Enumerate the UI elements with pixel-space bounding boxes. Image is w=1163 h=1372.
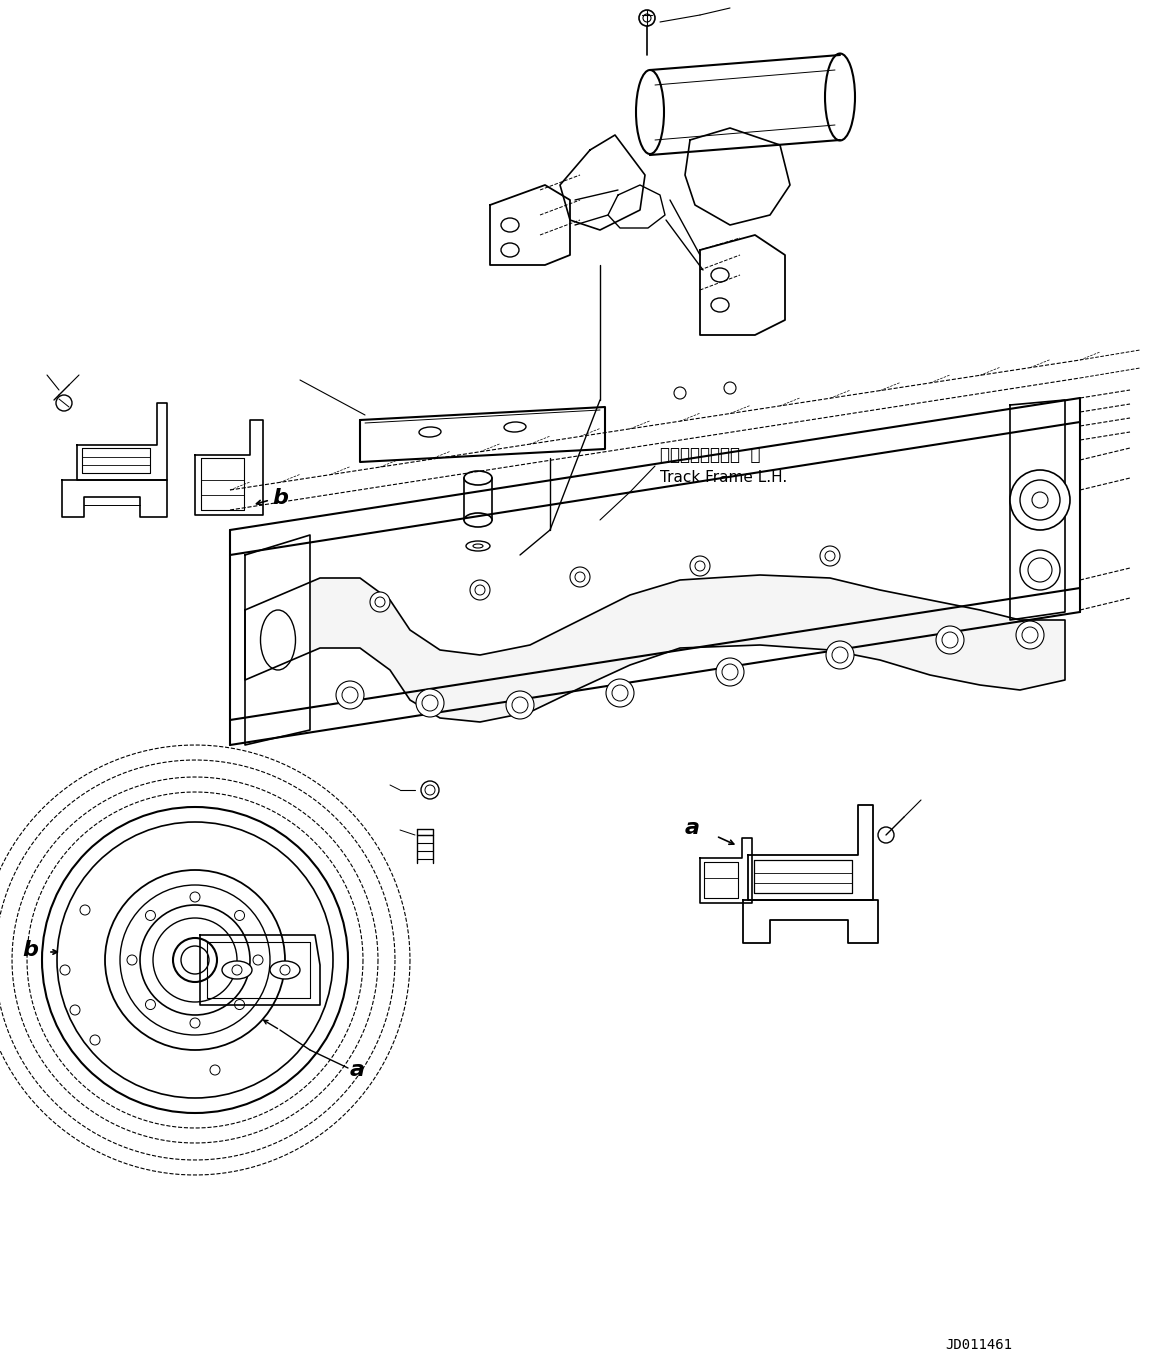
Ellipse shape (464, 471, 492, 484)
Circle shape (820, 546, 840, 567)
Circle shape (254, 955, 263, 965)
Polygon shape (704, 862, 739, 899)
Circle shape (145, 1000, 156, 1010)
Text: b: b (22, 940, 38, 960)
Circle shape (675, 387, 686, 399)
Text: a: a (350, 1061, 365, 1080)
Circle shape (716, 659, 744, 686)
Polygon shape (700, 235, 785, 335)
Ellipse shape (466, 541, 490, 552)
Circle shape (105, 870, 285, 1050)
Text: JD011461: JD011461 (946, 1338, 1012, 1351)
Circle shape (56, 395, 72, 412)
Circle shape (1009, 471, 1070, 530)
Circle shape (506, 691, 534, 719)
Text: トラックフレーム  左: トラックフレーム 左 (659, 446, 761, 464)
Polygon shape (195, 420, 263, 514)
Circle shape (235, 911, 244, 921)
Ellipse shape (464, 513, 492, 527)
Circle shape (826, 641, 854, 670)
Ellipse shape (222, 960, 252, 980)
Polygon shape (608, 185, 665, 228)
Text: Track Frame L.H.: Track Frame L.H. (659, 471, 787, 486)
Polygon shape (361, 407, 605, 462)
Ellipse shape (419, 427, 441, 438)
Circle shape (690, 556, 709, 576)
Circle shape (145, 911, 156, 921)
Polygon shape (561, 134, 645, 230)
Circle shape (470, 580, 490, 600)
Circle shape (1016, 622, 1044, 649)
Polygon shape (83, 449, 150, 473)
Polygon shape (245, 535, 311, 745)
Polygon shape (700, 838, 752, 903)
Polygon shape (200, 934, 320, 1006)
Circle shape (570, 567, 590, 587)
Ellipse shape (270, 960, 300, 980)
Circle shape (140, 906, 250, 1015)
Ellipse shape (636, 70, 664, 154)
Ellipse shape (504, 423, 526, 432)
Polygon shape (743, 900, 878, 943)
Circle shape (1020, 550, 1059, 590)
Polygon shape (754, 860, 852, 893)
Circle shape (421, 781, 438, 799)
Circle shape (190, 892, 200, 901)
Circle shape (638, 10, 655, 26)
Polygon shape (201, 458, 244, 510)
Polygon shape (77, 403, 167, 480)
Circle shape (606, 679, 634, 707)
Circle shape (190, 1018, 200, 1028)
Circle shape (370, 591, 390, 612)
Polygon shape (245, 575, 1065, 722)
Circle shape (725, 381, 736, 394)
Polygon shape (418, 829, 433, 836)
Polygon shape (62, 480, 167, 517)
Circle shape (127, 955, 137, 965)
Ellipse shape (473, 545, 483, 547)
Text: a: a (685, 818, 700, 838)
Circle shape (936, 626, 964, 654)
Circle shape (416, 689, 444, 718)
Circle shape (173, 938, 217, 982)
Circle shape (235, 1000, 244, 1010)
Circle shape (878, 827, 894, 842)
Polygon shape (685, 128, 790, 225)
Circle shape (336, 681, 364, 709)
Polygon shape (748, 805, 873, 900)
Polygon shape (490, 185, 570, 265)
Text: b: b (272, 488, 288, 508)
